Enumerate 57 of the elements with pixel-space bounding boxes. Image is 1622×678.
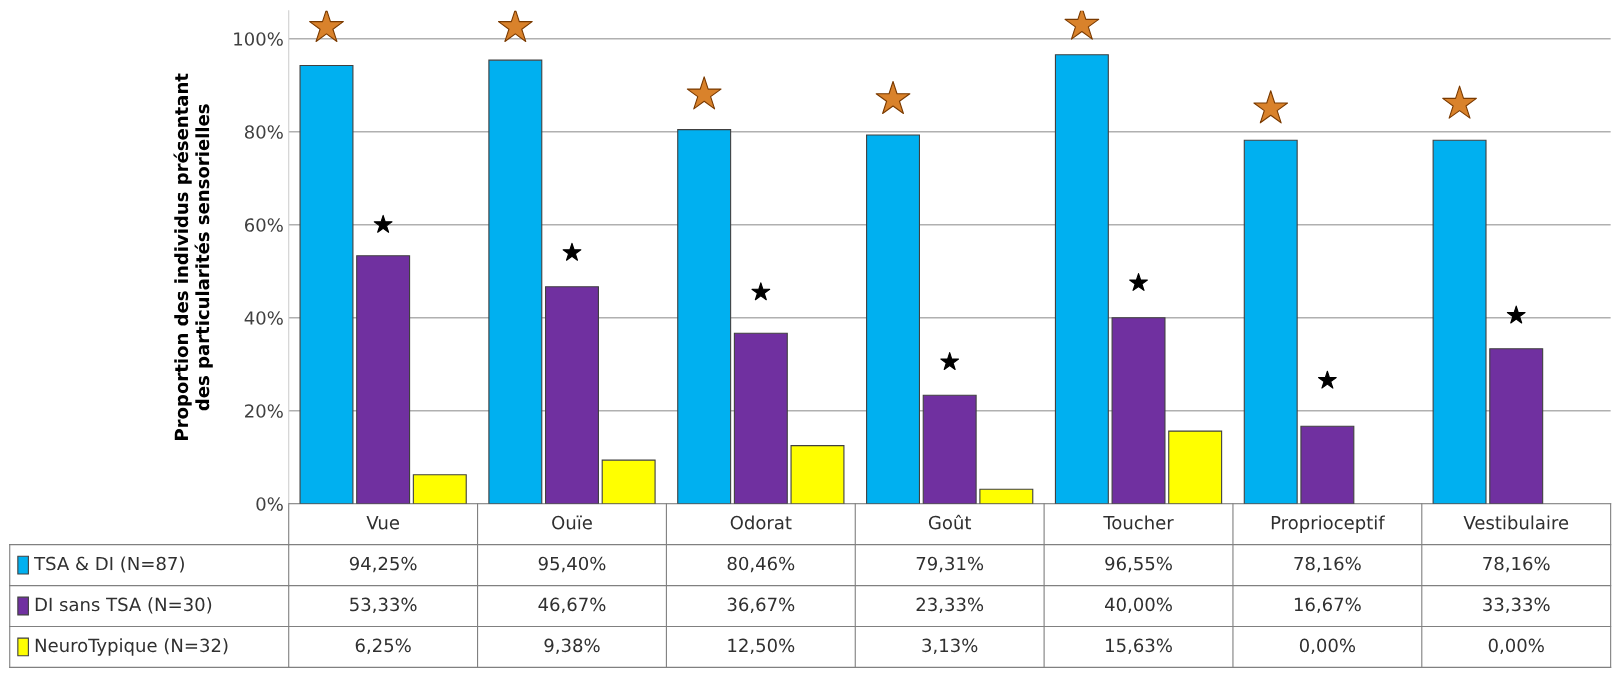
bar bbox=[1300, 425, 1355, 504]
bar bbox=[733, 332, 788, 504]
bar bbox=[866, 134, 921, 504]
bar bbox=[299, 64, 354, 504]
bar bbox=[979, 488, 1034, 504]
bar bbox=[677, 129, 732, 504]
x-tick-label: Proprioceptif bbox=[1271, 515, 1385, 533]
bar bbox=[356, 255, 411, 504]
data-label: 23,33% bbox=[916, 597, 984, 614]
y-tick-label: 100% bbox=[234, 32, 283, 46]
bar bbox=[1054, 54, 1109, 504]
x-tick-label: Ouïe bbox=[552, 515, 592, 530]
data-label: 9,38% bbox=[544, 638, 600, 655]
x-tick-label: Toucher bbox=[1103, 515, 1174, 530]
data-label: 78,16% bbox=[1483, 556, 1550, 573]
legend-label: DI sans TSA (N=30) bbox=[35, 597, 212, 614]
bar bbox=[1489, 348, 1544, 504]
data-label: 95,40% bbox=[538, 556, 606, 573]
data-label: 15,63% bbox=[1106, 638, 1172, 655]
data-label: 80,46% bbox=[727, 556, 795, 573]
data-label: 3,13% bbox=[922, 638, 978, 655]
data-label: 46,67% bbox=[538, 597, 606, 614]
bar bbox=[1168, 430, 1223, 504]
data-label: 53,33% bbox=[350, 597, 417, 614]
bar bbox=[544, 286, 599, 504]
data-label: 78,16% bbox=[1294, 556, 1361, 573]
y-tick-label: 80% bbox=[244, 125, 283, 139]
data-label: 94,25% bbox=[349, 556, 417, 573]
y-tick-label: 60% bbox=[244, 218, 283, 232]
legend-label: TSA & DI (N=87) bbox=[34, 556, 184, 573]
data-label: 16,67% bbox=[1294, 597, 1361, 614]
bar bbox=[488, 59, 543, 504]
bar bbox=[790, 445, 845, 504]
x-tick-label: Vestibulaire bbox=[1463, 515, 1569, 530]
y-tick-label: 40% bbox=[244, 311, 283, 325]
data-label: 6,25% bbox=[355, 638, 411, 655]
x-tick-label: Goût bbox=[928, 514, 972, 530]
bar bbox=[1111, 317, 1166, 504]
y-axis-title: Proportion des individus présentant des particularités sensorielles bbox=[173, 73, 213, 440]
data-label: 79,31% bbox=[916, 556, 984, 573]
y-tick-label: 20% bbox=[245, 404, 283, 418]
legend-label: NeuroTypique (N=32) bbox=[35, 638, 228, 656]
bar bbox=[1432, 139, 1487, 504]
data-label: 96,55% bbox=[1105, 556, 1172, 573]
data-label: 40,00% bbox=[1104, 597, 1172, 614]
data-label: 0,00% bbox=[1299, 638, 1356, 655]
data-label: 12,50% bbox=[728, 638, 795, 655]
bar bbox=[601, 459, 656, 504]
bar bbox=[1243, 139, 1298, 504]
bar bbox=[922, 394, 977, 504]
data-label: 33,33% bbox=[1483, 597, 1550, 614]
x-tick-label: Odorat bbox=[730, 515, 792, 530]
x-tick-label: Vue bbox=[366, 516, 400, 530]
bar bbox=[412, 474, 467, 504]
data-label: 36,67% bbox=[727, 597, 795, 614]
y-tick-label: 0% bbox=[256, 497, 283, 511]
data-label: 0,00% bbox=[1488, 638, 1544, 655]
